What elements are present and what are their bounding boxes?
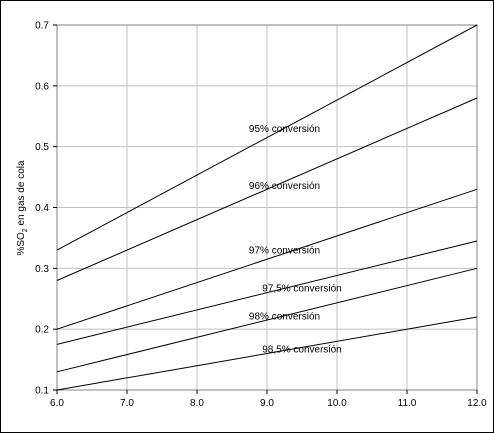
series-label-1: 95% conversión	[249, 124, 320, 135]
series-line-6	[56, 316, 478, 391]
series-labels: 95% conversión 96% conversión 97% conversi…	[249, 124, 342, 356]
y-tick-label: 0.7	[35, 21, 49, 32]
x-tick-label: 10.0	[327, 398, 347, 409]
x-tick-label: 11.0	[398, 398, 417, 409]
x-tick-label: 7.0	[120, 398, 134, 409]
x-tick-label: 9.0	[260, 398, 274, 409]
series-label-2: 96% conversión	[249, 181, 320, 192]
series-line-2	[56, 97, 478, 281]
y-axis-ticks: 0.1 0.2 0.3 0.4 0.5 0.6 0.7	[35, 21, 57, 397]
x-tick-label: 6.0	[50, 398, 64, 409]
series-line-4	[56, 240, 478, 345]
y-axis-title-subscript: 2	[22, 228, 29, 232]
y-axis-title: %SO2 en gas de cola	[16, 160, 29, 256]
series-line-1	[56, 24, 478, 251]
grid	[56, 24, 478, 391]
y-tick-label: 0.1	[35, 386, 49, 397]
series-lines	[56, 24, 478, 391]
series-line-5	[56, 267, 478, 373]
y-tick-label: 0.2	[35, 325, 49, 336]
series-label-5: 98% conversión	[249, 311, 320, 322]
y-tick-label: 0.3	[35, 264, 49, 275]
y-tick-label: 0.6	[35, 81, 49, 92]
y-axis-title-part-1: %SO	[16, 232, 27, 256]
series-label-3: 97% conversión	[249, 246, 320, 257]
x-tick-label: 12.0	[467, 398, 487, 409]
x-tick-label: 8.0	[190, 398, 204, 409]
series-line-3	[56, 188, 478, 330]
series-label-4: 97,5% conversión	[262, 283, 342, 294]
y-tick-label: 0.5	[35, 142, 49, 153]
x-axis-ticks: 6.0 7.0 8.0 9.0 10.0 11.0 12.0	[50, 390, 487, 409]
y-axis-title-part-2: en gas de cola	[16, 160, 27, 228]
y-tick-label: 0.4	[35, 203, 49, 214]
series-label-6: 98,5% conversión	[262, 345, 342, 356]
